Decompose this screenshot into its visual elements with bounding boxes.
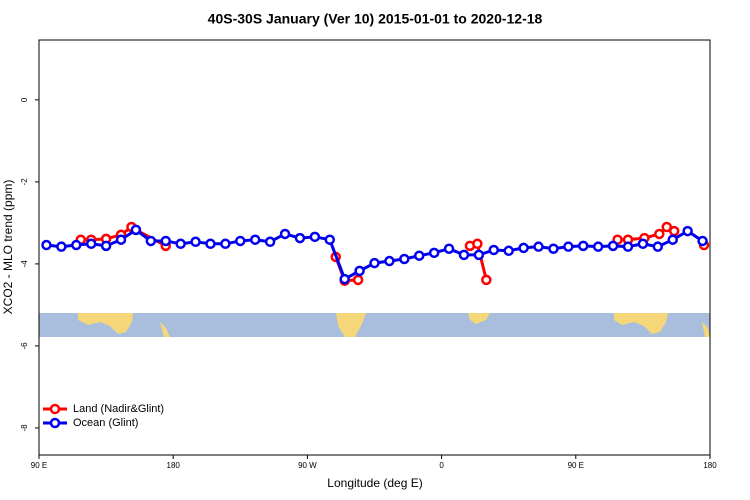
series-line: [81, 227, 704, 281]
legend-label: Land (Nadir&Glint): [73, 403, 164, 415]
point: [661, 221, 673, 233]
point: [592, 241, 604, 252]
point: [668, 225, 680, 237]
y-tick-label: -6: [20, 342, 29, 350]
point: [85, 238, 97, 250]
point: [339, 273, 350, 285]
land-australia-2: [614, 313, 668, 334]
legend-label: Ocean (Glint): [73, 417, 138, 429]
point: [249, 234, 261, 245]
x-tick-label: 0: [439, 461, 444, 470]
land-nz-2: [702, 322, 710, 337]
point: [41, 239, 52, 251]
point: [428, 247, 440, 259]
point: [264, 236, 276, 248]
land-nz: [160, 322, 170, 337]
point: [472, 238, 483, 250]
point: [443, 243, 455, 254]
plot-frame: [38, 39, 711, 456]
point: [399, 253, 410, 265]
point: [548, 243, 559, 254]
ocean-band: [39, 313, 710, 337]
point: [607, 240, 619, 252]
point: [682, 225, 693, 237]
point: [190, 236, 201, 248]
point: [533, 241, 544, 252]
point: [413, 250, 425, 261]
x-axis-label: Longitude (deg E): [327, 476, 422, 490]
point: [352, 274, 364, 286]
y-tick-label: -4: [20, 260, 29, 268]
y-axis-label: XCO2 - MLO trend (ppm): [1, 180, 15, 315]
point: [205, 238, 216, 250]
map-strip: [39, 313, 710, 337]
point: [130, 224, 142, 236]
point: [175, 238, 186, 250]
point: [354, 265, 365, 277]
y-tick-label: -2: [20, 178, 29, 186]
y-tick-label: -8: [20, 424, 29, 432]
point: [71, 239, 82, 251]
point: [652, 241, 664, 252]
point: [697, 235, 708, 247]
x-tick-label: 90 W: [298, 461, 317, 470]
point: [488, 244, 500, 256]
point: [100, 240, 112, 252]
point: [667, 234, 678, 245]
land-africa: [468, 313, 490, 324]
x-tick-label: 90 E: [568, 461, 584, 470]
x-tick-label: 180: [703, 461, 717, 470]
legend-marker: [49, 403, 61, 415]
point: [235, 235, 246, 247]
point: [160, 235, 171, 247]
point: [503, 245, 514, 257]
land-samerica: [336, 313, 366, 337]
x-tick-label: 90 E: [31, 461, 47, 470]
land-australia: [78, 313, 133, 334]
point: [578, 240, 589, 252]
legend-marker: [49, 417, 61, 429]
point: [279, 228, 291, 240]
chart-title: 40S-30S January (Ver 10) 2015-01-01 to 2…: [208, 11, 543, 27]
point: [384, 255, 395, 267]
point: [563, 241, 574, 252]
x-tick-label: 180: [167, 461, 181, 470]
point: [622, 241, 634, 252]
point: [654, 228, 665, 240]
point: [369, 257, 380, 269]
point: [518, 242, 529, 254]
y-tick-label: 0: [20, 97, 29, 102]
point: [220, 238, 231, 250]
point: [481, 274, 492, 286]
point: [56, 241, 67, 252]
point: [309, 231, 321, 243]
point: [294, 232, 306, 244]
point: [115, 234, 127, 245]
series-line: [46, 228, 704, 282]
point: [145, 235, 157, 247]
point: [473, 249, 485, 261]
point: [324, 234, 336, 245]
point: [458, 249, 470, 261]
point: [637, 238, 649, 250]
